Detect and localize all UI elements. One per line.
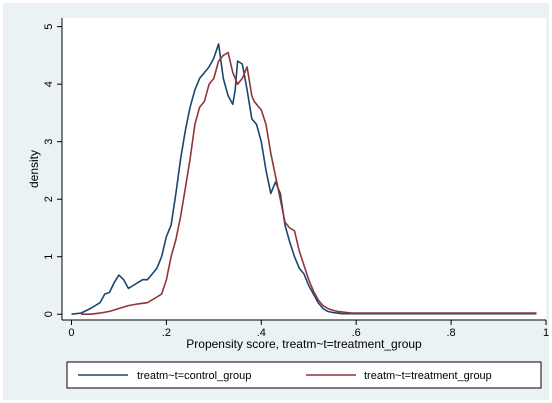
series-layer [71, 43, 537, 316]
legend-box [66, 361, 542, 389]
y-tick-layer: 0 1 2 3 4 5 [43, 24, 62, 317]
x-tick-label: .6 [352, 327, 361, 339]
y-tick-label: 2 [43, 196, 55, 202]
plot-area [62, 18, 546, 320]
x-axis-label: Propensity score, treatm~t=treatment_gro… [186, 337, 422, 351]
series-line-treatment [81, 51, 537, 316]
x-tick-layer: 0 .2 .4 .6 .8 1 [68, 320, 549, 339]
series-line-control [71, 43, 537, 315]
x-tick-label: 0 [68, 327, 74, 339]
y-tick-label: 1 [43, 254, 55, 260]
y-tick-label: 5 [43, 24, 55, 30]
legend-label-treatment: treatm~t=treatment_group [364, 370, 492, 382]
x-tick-label: 1 [543, 327, 549, 339]
x-tick-label: .8 [447, 327, 456, 339]
y-axis-label: density [27, 150, 41, 188]
legend-label-control: treatm~t=control_group [137, 370, 251, 382]
y-tick-label: 0 [43, 311, 55, 317]
x-tick-label: .2 [162, 327, 171, 339]
x-tick-label: .4 [257, 327, 266, 339]
y-tick-label: 4 [43, 81, 55, 87]
y-tick-label: 3 [43, 139, 55, 145]
